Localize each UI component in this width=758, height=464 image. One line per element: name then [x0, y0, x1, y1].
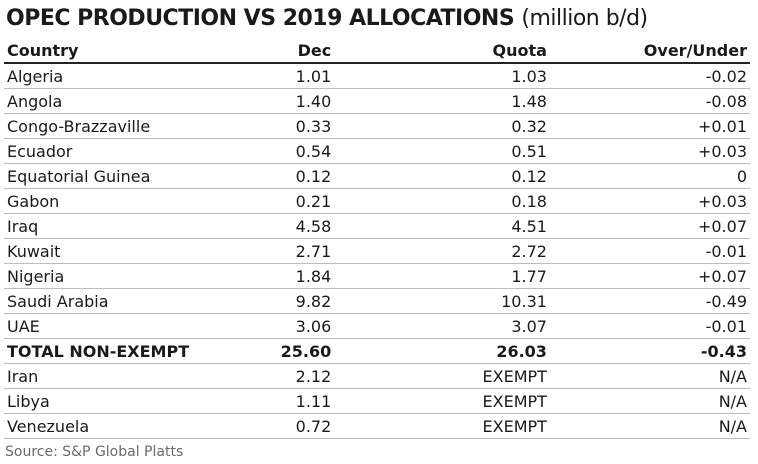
over-under-cell: -0.43: [549, 338, 750, 364]
quota-cell: 0.32: [334, 113, 550, 139]
quota-cell: 10.31: [334, 288, 550, 314]
country-cell: Angola: [4, 88, 219, 114]
quota-cell: 2.72: [334, 238, 550, 264]
dec-cell: 1.40: [218, 88, 335, 114]
page-title: OPEC PRODUCTION VS 2019 ALLOCATIONS (mil…: [6, 6, 648, 31]
dec-cell: 25.60: [218, 338, 335, 364]
table-row: Saudi Arabia 9.82 10.31 -0.49: [4, 288, 750, 314]
country-cell: TOTAL NON-EXEMPT: [4, 338, 219, 364]
quota-cell: 3.07: [334, 313, 550, 339]
country-cell: Libya: [4, 388, 219, 414]
table-row: Nigeria 1.84 1.77 +0.07: [4, 263, 750, 289]
table-header-row: Country Dec Quota Over/Under: [4, 39, 750, 64]
over-under-cell: -0.01: [549, 238, 750, 264]
dec-cell: 4.58: [218, 213, 335, 239]
table-row: Libya 1.11 EXEMPT N/A: [4, 388, 750, 414]
header-dec: Dec: [218, 39, 335, 64]
header-over-under: Over/Under: [549, 39, 750, 64]
quota-cell: 1.48: [334, 88, 550, 114]
table-row: Angola 1.40 1.48 -0.08: [4, 88, 750, 114]
quota-cell: 0.51: [334, 138, 550, 164]
quota-cell: EXEMPT: [334, 388, 550, 414]
dec-cell: 2.71: [218, 238, 335, 264]
table-row: Congo-Brazzaville 0.33 0.32 +0.01: [4, 113, 750, 139]
over-under-cell: -0.02: [549, 63, 750, 89]
country-cell: Saudi Arabia: [4, 288, 219, 314]
title-text: OPEC PRODUCTION VS 2019 ALLOCATIONS: [6, 6, 515, 31]
production-table: Country Dec Quota Over/Under Algeria 1.01…: [4, 39, 750, 439]
over-under-cell: +0.03: [549, 188, 750, 214]
over-under-cell: -0.49: [549, 288, 750, 314]
country-cell: Ecuador: [4, 138, 219, 164]
over-under-cell: +0.03: [549, 138, 750, 164]
country-cell: Kuwait: [4, 238, 219, 264]
quota-cell: 1.03: [334, 63, 550, 89]
table-row: Equatorial Guinea 0.12 0.12 0: [4, 163, 750, 189]
quota-cell: 0.18: [334, 188, 550, 214]
dec-cell: 3.06: [218, 313, 335, 339]
over-under-cell: 0: [549, 163, 750, 189]
over-under-cell: +0.01: [549, 113, 750, 139]
over-under-cell: +0.07: [549, 263, 750, 289]
total-row: TOTAL NON-EXEMPT 25.60 26.03 -0.43: [4, 338, 750, 364]
dec-cell: 9.82: [218, 288, 335, 314]
table-row: Venezuela 0.72 EXEMPT N/A: [4, 413, 750, 439]
source-note: Source: S&P Global Platts: [5, 444, 184, 460]
quota-cell: EXEMPT: [334, 363, 550, 389]
table-row: Algeria 1.01 1.03 -0.02: [4, 63, 750, 89]
table-row: UAE 3.06 3.07 -0.01: [4, 313, 750, 339]
table-row: Kuwait 2.71 2.72 -0.01: [4, 238, 750, 264]
country-cell: UAE: [4, 313, 219, 339]
over-under-cell: +0.07: [549, 213, 750, 239]
quota-cell: 1.77: [334, 263, 550, 289]
over-under-cell: N/A: [549, 413, 750, 439]
country-cell: Algeria: [4, 63, 219, 89]
table-row: Gabon 0.21 0.18 +0.03: [4, 188, 750, 214]
header-country: Country: [4, 39, 219, 64]
title-unit: (million b/d): [521, 6, 648, 31]
country-cell: Iran: [4, 363, 219, 389]
dec-cell: 1.84: [218, 263, 335, 289]
over-under-cell: N/A: [549, 388, 750, 414]
header-quota: Quota: [334, 39, 550, 64]
quota-cell: 4.51: [334, 213, 550, 239]
quota-cell: 26.03: [334, 338, 550, 364]
country-cell: Venezuela: [4, 413, 219, 439]
table-row: Iran 2.12 EXEMPT N/A: [4, 363, 750, 389]
country-cell: Gabon: [4, 188, 219, 214]
over-under-cell: -0.01: [549, 313, 750, 339]
quota-cell: EXEMPT: [334, 413, 550, 439]
dec-cell: 1.11: [218, 388, 335, 414]
over-under-cell: N/A: [549, 363, 750, 389]
dec-cell: 2.12: [218, 363, 335, 389]
quota-cell: 0.12: [334, 163, 550, 189]
over-under-cell: -0.08: [549, 88, 750, 114]
country-cell: Congo-Brazzaville: [4, 113, 219, 139]
country-cell: Iraq: [4, 213, 219, 239]
country-cell: Equatorial Guinea: [4, 163, 219, 189]
table-body: Algeria 1.01 1.03 -0.02 Angola 1.40 1.48 -0.08 C…: [4, 63, 750, 439]
dec-cell: 0.21: [218, 188, 335, 214]
table-row: Ecuador 0.54 0.51 +0.03: [4, 138, 750, 164]
dec-cell: 0.33: [218, 113, 335, 139]
dec-cell: 0.72: [218, 413, 335, 439]
dec-cell: 0.54: [218, 138, 335, 164]
table-row: Iraq 4.58 4.51 +0.07: [4, 213, 750, 239]
dec-cell: 1.01: [218, 63, 335, 89]
dec-cell: 0.12: [218, 163, 335, 189]
country-cell: Nigeria: [4, 263, 219, 289]
